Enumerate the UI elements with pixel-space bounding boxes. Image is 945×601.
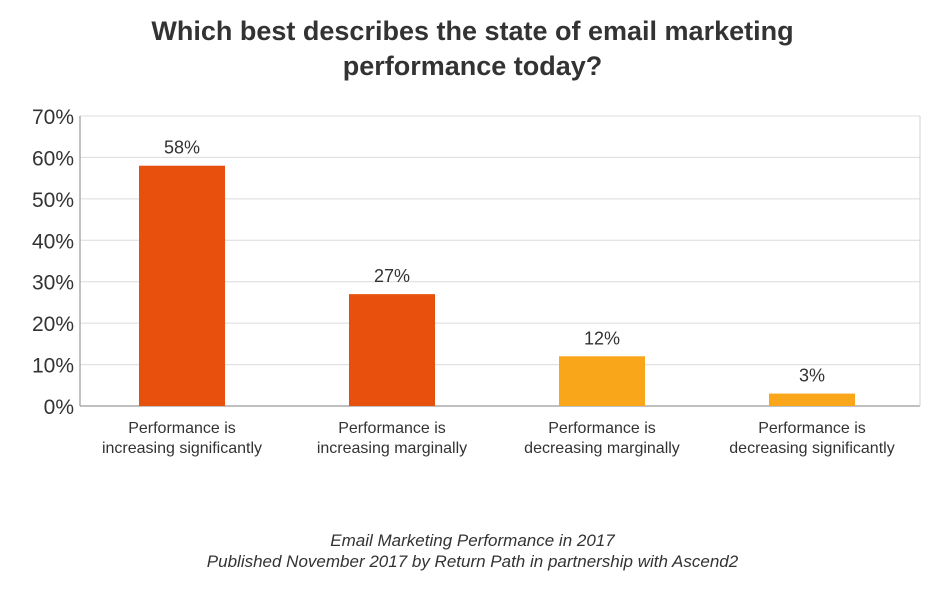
y-tick-label: 20% (32, 313, 74, 336)
y-tick-label: 30% (32, 272, 74, 295)
footer-line-1: Email Marketing Performance in 2017 (330, 531, 615, 550)
chart-title-line-2: performance today? (342, 51, 603, 81)
bars (139, 165, 855, 406)
x-category-label: Performance is decreasing marginally (524, 420, 680, 457)
bar-value-label: 27% (374, 266, 410, 286)
bar (559, 356, 645, 406)
x-category-label-line: decreasing significantly (729, 440, 894, 457)
bar-value-label: 3% (799, 366, 825, 386)
x-category-label: Performance is increasing marginally (317, 420, 467, 457)
y-axis-tick-labels: 0% 10% 20% 30% 40% 50% 60% 70% (32, 106, 74, 419)
footer-line-2: Published November 2017 by Return Path i… (206, 552, 739, 571)
bar-value-label: 58% (164, 138, 200, 158)
y-tick-label: 60% (32, 147, 74, 170)
bar (139, 165, 225, 406)
y-tick-label: 40% (32, 230, 74, 253)
x-category-label: Performance is decreasing significantly (729, 420, 894, 457)
y-tick-label: 50% (32, 189, 74, 212)
x-category-label-line: increasing significantly (102, 440, 262, 457)
y-tick-label: 0% (44, 396, 74, 419)
x-category-label: Performance is increasing significantly (102, 420, 262, 457)
x-category-label-line: Performance is (758, 420, 866, 437)
chart-title-line-1: Which best describes the state of email … (151, 16, 794, 46)
chart-footer: Email Marketing Performance in 2017 Publ… (0, 530, 945, 572)
x-category-label-line: Performance is (338, 420, 446, 437)
x-category-label-line: decreasing marginally (524, 440, 680, 457)
bar-value-label: 12% (584, 328, 620, 348)
y-tick-label: 70% (32, 106, 74, 129)
bar (349, 294, 435, 406)
x-category-label-line: increasing marginally (317, 440, 467, 457)
x-category-label-line: Performance is (128, 420, 236, 437)
x-category-label-line: Performance is (548, 420, 656, 437)
bar (769, 393, 855, 406)
value-labels: 58% 27% 12% 3% (164, 138, 825, 386)
chart-title: Which best describes the state of email … (0, 14, 945, 84)
y-tick-label: 10% (32, 355, 74, 378)
